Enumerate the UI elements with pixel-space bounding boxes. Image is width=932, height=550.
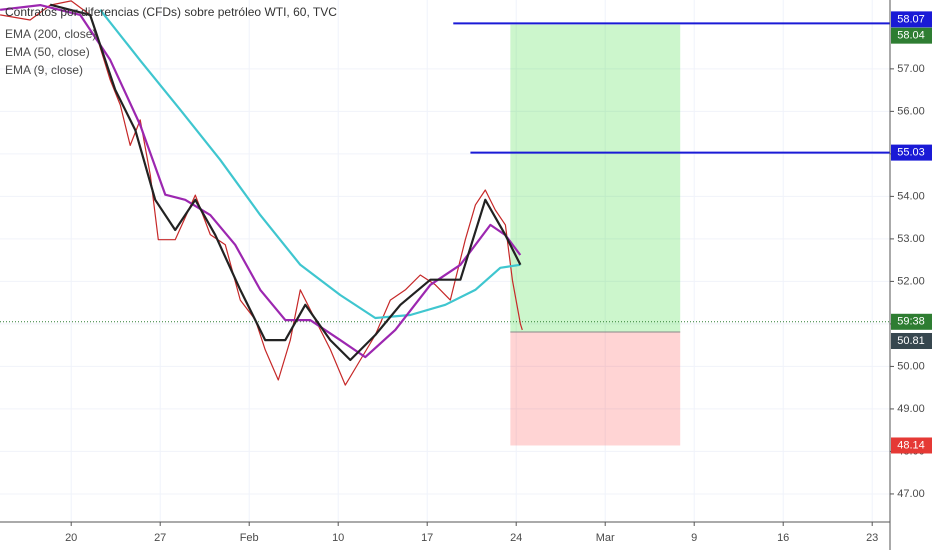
- legend-entry: EMA (9, close): [5, 63, 83, 77]
- level-label: 58.07: [897, 13, 925, 25]
- axes: 47.0048.0049.0050.0051.0052.0053.0054.00…: [65, 63, 925, 544]
- countdown-label: 59:38: [897, 316, 925, 328]
- target-label-box: [891, 27, 932, 44]
- time-axis-panel: [0, 522, 890, 550]
- loss-zone: [510, 331, 681, 446]
- x-tick-label: 16: [777, 532, 789, 544]
- profit-zone: [510, 24, 681, 332]
- stop-label: 48.14: [897, 439, 925, 451]
- x-tick-label: 9: [691, 532, 697, 544]
- y-tick-label: 56.00: [897, 105, 925, 117]
- y-tick-label: 54.00: [897, 190, 925, 202]
- y-tick-label: 50.00: [897, 360, 925, 372]
- x-tick-label: 10: [332, 532, 344, 544]
- x-tick-label: 24: [510, 532, 522, 544]
- y-tick-label: 53.00: [897, 233, 925, 245]
- x-tick-label: Feb: [240, 532, 259, 544]
- y-tick-label: 57.00: [897, 63, 925, 75]
- x-tick-label: 17: [421, 532, 433, 544]
- price-line: [0, 0, 523, 386]
- legend-entry: EMA (50, close): [5, 45, 90, 59]
- level-label-box: [891, 144, 932, 161]
- entry-label-box: [891, 332, 932, 349]
- ema-line: [49, 3, 522, 362]
- x-tick-label: 20: [65, 532, 77, 544]
- stop-label-box: [891, 437, 932, 454]
- ema-line: [0, 3, 522, 359]
- grid: [0, 0, 890, 522]
- y-tick-label: 49.00: [897, 403, 925, 415]
- entry-label: 50.81: [897, 335, 925, 347]
- ema-line: [99, 9, 521, 320]
- legend-entry: EMA (200, close): [5, 27, 96, 41]
- y-tick-label: 47.00: [897, 488, 925, 500]
- x-tick-label: 23: [866, 532, 878, 544]
- level-label-box: [891, 11, 932, 28]
- countdown-label-box: [891, 313, 932, 330]
- x-tick-label: Mar: [596, 532, 615, 544]
- plot-area: [0, 0, 890, 446]
- price-axis-panel: [890, 0, 932, 550]
- y-tick-label: 52.00: [897, 275, 925, 287]
- target-label: 58.04: [897, 30, 925, 42]
- x-tick-label: 27: [154, 532, 166, 544]
- chart-title: Contratos por diferencias (CFDs) sobre p…: [5, 5, 337, 19]
- level-label: 55.03: [897, 147, 925, 159]
